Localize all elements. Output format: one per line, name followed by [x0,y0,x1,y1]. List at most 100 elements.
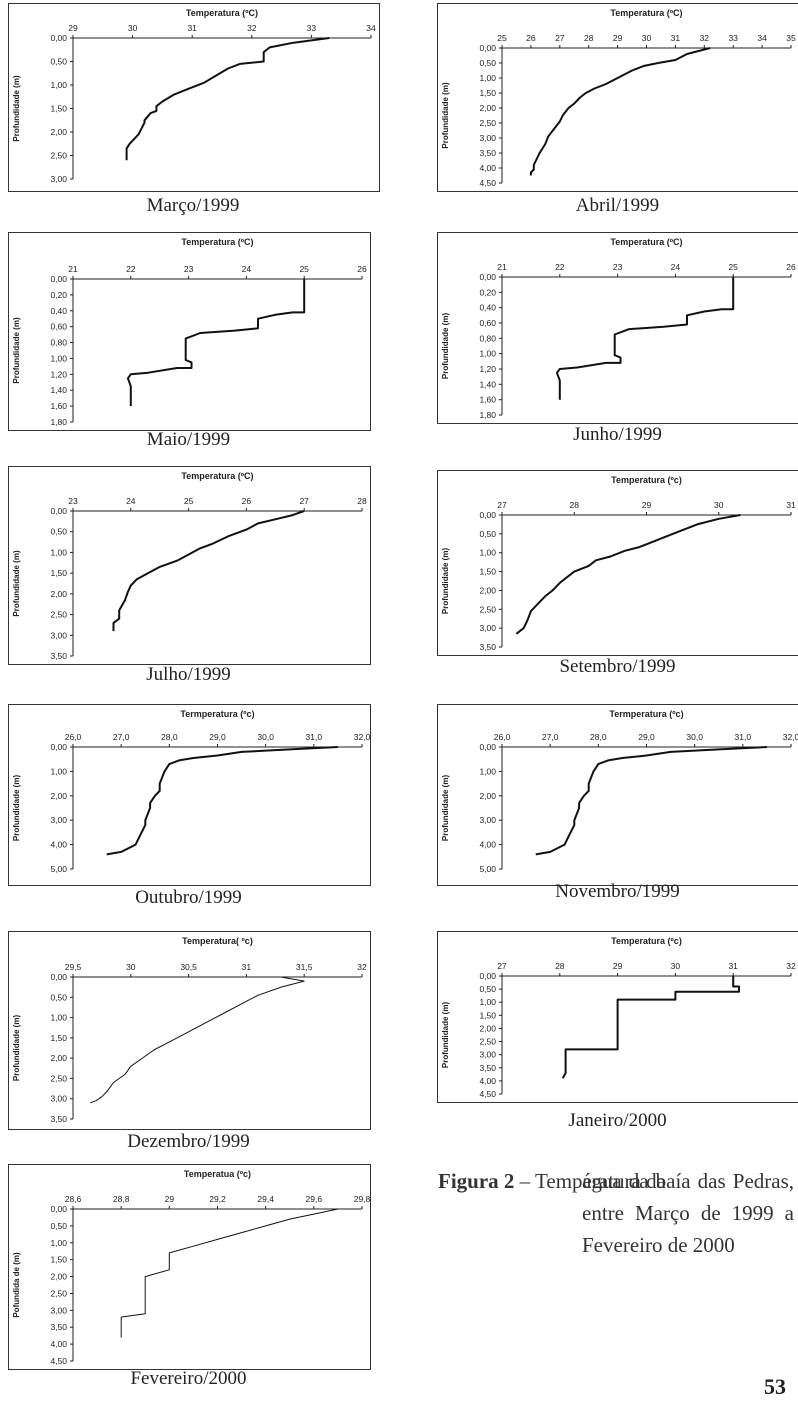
x-tick-label: 29,8 [354,1194,370,1204]
x-tick-label: 24 [126,496,136,506]
x-tick-label: 28 [570,500,580,510]
y-tick-label: 3,00 [479,1050,496,1060]
y-tick-label: 4,00 [479,163,496,173]
x-tick-label: 31 [671,33,681,43]
y-tick-label: 0,40 [479,303,496,313]
chart-caption-abril: Abril/1999 [575,195,660,216]
y-tick-label: 1,00 [50,547,67,557]
temperature-profile-line [126,279,306,407]
y-tick-label: 2,00 [479,103,496,113]
y-tick-label: 3,00 [479,815,496,825]
x-tick-label: 30 [671,961,681,971]
figure-caption: Figura 2 – Temperatura da água da baía d… [438,1165,794,1261]
chart-title: Temperatura (ºc) [611,475,682,485]
chart-title: Temperatura( ºc) [182,936,253,946]
x-tick-label: 35 [786,33,796,43]
x-tick-label: 28,0 [161,732,178,742]
y-tick-label: 2,50 [479,1037,496,1047]
y-tick-label: 2,50 [50,610,67,620]
chart-frame-outubro: Termperatura (ºc) 26,0 27,0 28,0 29,0 30,0 31,… [8,704,371,886]
y-tick-label: 0,00 [479,510,496,520]
y-tick-label: 3,50 [479,148,496,158]
chart-title: Temperatura (ºC) [610,237,682,247]
x-tick-label: 26,0 [65,732,82,742]
chart-caption-novembro: Novembro/1999 [555,881,680,902]
y-tick-label: 3,00 [50,815,67,825]
x-tick-label: 34 [366,23,376,33]
y-tick-label: 0,00 [50,274,67,284]
y-tick-label: 1,00 [479,997,496,1007]
chart-caption-dezembro: Dezembro/1999 [127,1131,250,1152]
x-tick-label: 32 [247,23,257,33]
chart-title: Temperatura (ºC) [186,8,258,18]
temperature-profile-line [555,277,735,400]
y-axis-label: Profundidade (m) [12,1015,21,1082]
temperature-profile-line [90,976,305,1104]
x-tick-label: 25 [184,496,194,506]
x-tick-label: 31 [187,23,197,33]
y-tick-label: 2,50 [50,1288,67,1298]
x-tick-label: 26 [242,496,252,506]
x-tick-label: 27,0 [113,732,130,742]
x-tick-label: 31,0 [735,732,752,742]
y-tick-label: 0,40 [50,306,67,316]
chart-svg-abril: Temperatura (ºC) 25 26 27 28 29 30 31 32 33 34 35 0,… [441,8,796,188]
x-tick-label: 29,5 [65,962,82,972]
y-tick-label: 1,50 [479,88,496,98]
temperature-profile-line [515,514,741,635]
y-axis-label: Profundidade (m) [12,317,21,384]
y-tick-label: 0,00 [50,972,67,982]
y-tick-label: 1,50 [479,1010,496,1020]
x-tick-label: 29,6 [306,1194,323,1204]
y-tick-label: 0,00 [479,742,496,752]
y-tick-label: 0,00 [479,272,496,282]
y-tick-label: 1,80 [479,410,496,420]
y-tick-label: 1,00 [50,353,67,363]
x-tick-label: 30 [714,500,724,510]
y-tick-label: 1,50 [479,567,496,577]
y-tick-label: 0,50 [50,527,67,537]
x-tick-label: 28,8 [113,1194,130,1204]
y-tick-label: 2,00 [479,585,496,595]
y-tick-label: 0,80 [50,338,67,348]
y-tick-label: 2,00 [479,791,496,801]
y-tick-label: 3,00 [479,133,496,143]
y-tick-label: 1,50 [50,1033,67,1043]
chart-svg-janeiro: Temperatura (ºc) 27 28 29 30 31 32 0,00 0,50 1,00… [441,936,796,1099]
y-tick-label: 2,50 [50,1073,67,1083]
chart-caption-setembro: Setembro/1999 [559,656,676,677]
chart-title: Temperatura (ºC) [181,237,253,247]
x-tick-label: 28,6 [65,1194,82,1204]
y-tick-label: 1,00 [50,1238,67,1248]
x-tick-label: 32 [357,962,367,972]
x-tick-label: 33 [728,33,738,43]
y-tick-label: 0,50 [479,58,496,68]
y-tick-label: 0,50 [50,57,67,67]
x-tick-label: 27 [555,33,565,43]
y-tick-label: 3,00 [479,623,496,633]
y-tick-label: 4,50 [479,1089,496,1099]
y-tick-label: 0,60 [479,318,496,328]
chart-caption-outubro: Outubro/1999 [135,887,242,908]
y-axis-label: Profundidade (m) [441,82,450,149]
x-tick-label: 25 [728,262,738,272]
y-axis-label: Profundidade (m) [441,1002,450,1069]
figure-caption-label: Figura 2 [438,1169,515,1193]
x-tick-label: 29 [613,33,623,43]
chart-svg-setembro: Temperatura (ºc) 27 28 29 30 31 0,00 0,50 1,00 1,… [441,475,796,652]
y-tick-label: 2,50 [479,604,496,614]
chart-title: Temperatura (ºc) [611,936,682,946]
y-axis-label: Profundidade (m) [12,75,21,142]
x-tick-label: 29 [642,500,652,510]
x-tick-label: 32 [700,33,710,43]
chart-svg-julho: Temperatura (ºC) 23 24 25 26 27 28 0,00 0,50 1,00… [12,471,367,661]
x-tick-label: 26 [526,33,536,43]
x-tick-label: 31,0 [306,732,323,742]
x-tick-label: 27,0 [542,732,559,742]
chart-svg-marco: Temperatura (ºC) 29 30 31 32 33 34 0,00 0,50 1,00… [12,8,376,184]
y-tick-label: 4,00 [50,1339,67,1349]
x-tick-label: 29,0 [638,732,655,742]
y-tick-label: 3,50 [479,1063,496,1073]
temperature-profile-line [112,510,305,632]
figure-caption-text: água da baía das Pedras, entre Março de … [582,1169,794,1257]
